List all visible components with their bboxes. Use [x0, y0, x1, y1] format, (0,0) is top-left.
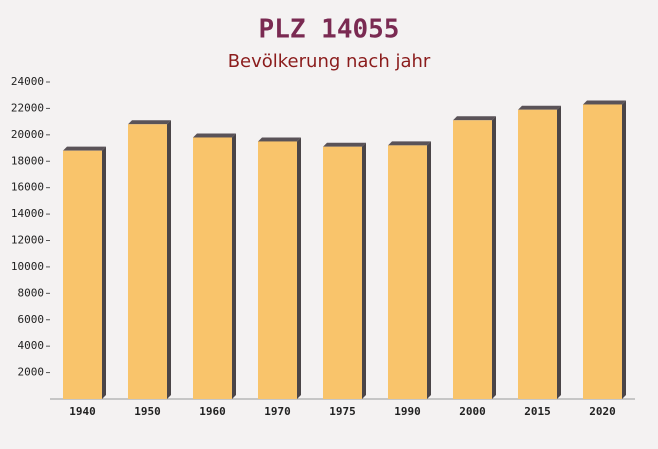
- chart-title: PLZ 14055: [259, 15, 400, 45]
- bar: [388, 145, 427, 399]
- y-tick-label: 6000: [18, 313, 45, 326]
- x-tick-label: 1960: [199, 405, 226, 418]
- bar-top: [193, 133, 236, 138]
- y-tick-label: 2000: [18, 366, 45, 379]
- bar-side: [232, 133, 236, 399]
- y-tick-label: 24000: [11, 75, 44, 88]
- bar-top: [388, 141, 431, 146]
- bar-top: [63, 146, 106, 151]
- bar-side: [167, 120, 171, 400]
- bar-side: [492, 116, 496, 399]
- y-tick-label: 14000: [11, 207, 44, 220]
- bar-side: [297, 137, 301, 399]
- x-tick-label: 1940: [69, 405, 96, 418]
- bar: [323, 146, 362, 399]
- y-tick-label: 8000: [18, 286, 45, 299]
- bar-side: [427, 141, 431, 399]
- x-tick-label: 1970: [264, 405, 291, 418]
- bar-top: [323, 142, 366, 147]
- bar-top: [258, 137, 301, 142]
- bar: [128, 124, 167, 400]
- bar: [518, 109, 557, 400]
- y-tick-label: 18000: [11, 154, 44, 167]
- bar-top: [453, 116, 496, 121]
- bar: [63, 150, 102, 399]
- x-tick-label: 2015: [524, 405, 551, 418]
- bar-side: [622, 100, 626, 400]
- bar-top: [518, 105, 561, 110]
- bar-side: [362, 142, 366, 400]
- x-tick-label: 2000: [459, 405, 486, 418]
- bar: [583, 104, 622, 400]
- bar-side: [102, 146, 106, 399]
- bar: [258, 141, 297, 399]
- y-tick-label: 12000: [11, 234, 44, 247]
- y-tick-label: 20000: [11, 128, 44, 141]
- x-tick-label: 1975: [329, 405, 356, 418]
- bar-side: [557, 105, 561, 400]
- bar: [193, 137, 232, 399]
- x-tick-label: 2020: [589, 405, 616, 418]
- bar-top: [128, 120, 171, 125]
- bar-top: [583, 100, 626, 105]
- chart-subtitle: Bevölkerung nach jahr: [228, 51, 431, 72]
- y-tick-label: 4000: [18, 339, 45, 352]
- y-tick-label: 10000: [11, 260, 44, 273]
- y-tick-label: 16000: [11, 181, 44, 194]
- bar: [453, 120, 492, 399]
- x-tick-label: 1950: [134, 405, 161, 418]
- y-tick-label: 22000: [11, 101, 44, 114]
- x-tick-label: 1990: [394, 405, 421, 418]
